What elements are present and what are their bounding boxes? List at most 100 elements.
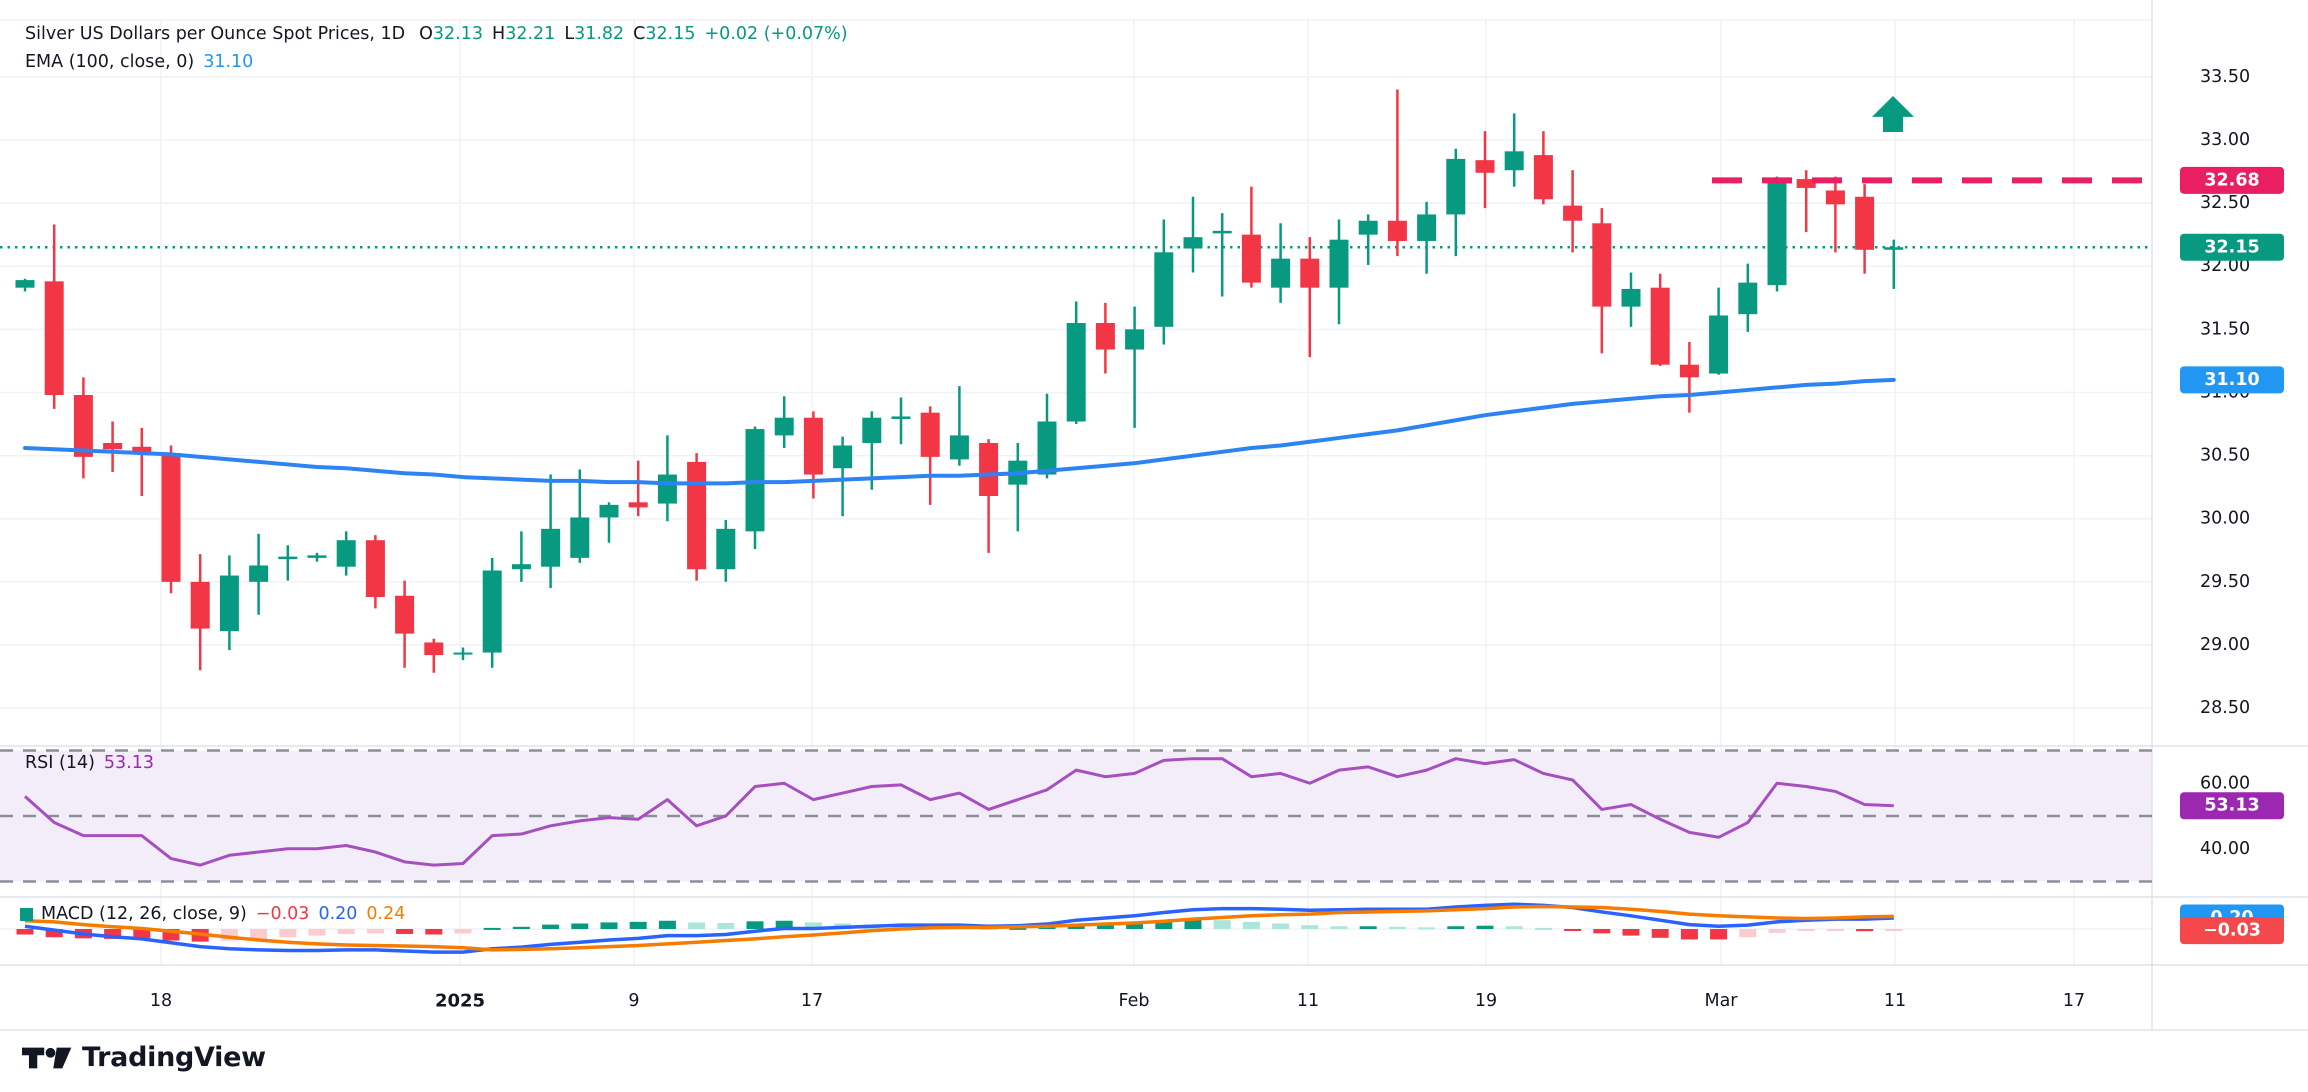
macd-histogram-bar: [250, 929, 268, 939]
price-badge-text: 32.15: [2204, 237, 2259, 257]
candle-down: [161, 453, 181, 582]
macd-histogram-bar: [600, 922, 618, 929]
macd-histogram-bar: [1680, 929, 1698, 940]
candle-up: [716, 528, 736, 570]
high-label: H: [492, 24, 506, 44]
rsi-legend: RSI (14) 53.13: [25, 753, 154, 773]
candle-down: [1592, 223, 1612, 307]
candle-up: [278, 556, 298, 560]
candle-down: [1563, 205, 1583, 221]
macd-legend: MACD (12, 26, close, 9) −0.03 0.20 0.24: [20, 904, 405, 924]
macd-histogram-bar: [1418, 927, 1436, 930]
candle-up: [1154, 252, 1174, 327]
ema-legend: EMA (100, close, 0) 31.10: [25, 52, 253, 72]
candle-down: [1855, 196, 1875, 250]
macd-histogram-bar: [1359, 926, 1377, 929]
macd-histogram-bar: [104, 929, 122, 939]
candle-up: [657, 474, 677, 504]
candle-up: [1271, 258, 1291, 288]
macd-histogram-bar: [542, 924, 560, 929]
candle-down: [73, 394, 93, 457]
macd-histogram-bar: [1768, 929, 1786, 933]
candle-up: [1183, 237, 1203, 249]
candle-down: [920, 412, 940, 457]
macd-histogram-bar: [1797, 929, 1815, 931]
candle-down: [44, 281, 64, 395]
candle-up: [1329, 239, 1349, 288]
tradingview-logo[interactable]: TradingView: [22, 1042, 266, 1073]
macd-line: [24, 902, 1894, 954]
ema-line: [23, 377, 1896, 486]
macd-hist-badge-text: −0.03: [2203, 921, 2261, 941]
high-value: 32.21: [505, 24, 556, 44]
time-tick-label: Mar: [1704, 991, 1738, 1011]
macd-histogram-bar: [483, 927, 501, 930]
price-tick-label: 28.50: [2200, 698, 2250, 718]
candle-down: [395, 595, 415, 634]
macd-histogram-bar: [220, 929, 238, 941]
macd-signal-line: [24, 904, 1894, 952]
time-tick-label: 19: [1475, 991, 1497, 1011]
candle-down: [1300, 258, 1320, 288]
rsi-value: 53.13: [103, 753, 155, 773]
candle-down: [687, 461, 707, 570]
macd-histogram-bar: [1534, 927, 1552, 930]
macd-histogram-bar: [892, 925, 910, 929]
candle-up: [1446, 158, 1466, 215]
candle-up: [336, 540, 356, 567]
macd-histogram-bar: [396, 929, 414, 934]
change-value: +0.02 (+0.07%): [704, 24, 848, 44]
candle-up: [15, 280, 35, 288]
macd-histogram-bar: [571, 923, 589, 929]
candle-up: [1621, 288, 1641, 307]
low-value: 31.82: [574, 24, 625, 44]
price-badge-text: 32.68: [2204, 170, 2259, 190]
macd-histogram-bar: [1856, 929, 1874, 932]
macd-histogram-bar: [1476, 925, 1494, 929]
macd-histogram-bar: [1447, 926, 1465, 929]
candle-up: [774, 417, 794, 436]
rsi-band: [0, 750, 2152, 882]
macd-histogram-bar: [337, 929, 355, 934]
macd-histogram-bar: [775, 920, 793, 929]
candle-up: [1884, 247, 1904, 250]
time-tick-label: 18: [150, 991, 172, 1011]
time-tick-label: 17: [801, 991, 823, 1011]
candle-down: [628, 502, 648, 508]
candle-down: [424, 642, 444, 656]
candle-down: [1679, 364, 1699, 378]
candle-up: [1504, 151, 1524, 171]
rsi-tick-label: 60.00: [2200, 773, 2250, 793]
macd-histogram-bar: [1184, 919, 1202, 929]
candle-down: [1796, 179, 1816, 188]
macd-histogram-bar: [1301, 925, 1319, 929]
price-badge: [2180, 366, 2284, 394]
macd-histogram-bar: [1009, 927, 1027, 930]
macd-histogram-bar: [1885, 929, 1903, 931]
macd-icon: [20, 907, 33, 921]
macd-histogram-bar: [454, 929, 472, 934]
time-tick-label: 11: [1297, 991, 1319, 1011]
candle-up: [862, 417, 882, 443]
macd-histogram-bar: [162, 929, 180, 941]
macd-histogram-bar: [717, 922, 735, 929]
macd-histogram-bar: [1096, 922, 1114, 929]
macd-histogram-bar: [1272, 923, 1290, 929]
macd-histogram-bar: [133, 929, 151, 940]
time-tick-label: 2025: [435, 991, 485, 1012]
candle-down: [365, 540, 385, 598]
rsi-value-badge: [2180, 792, 2284, 820]
candle-up: [219, 575, 239, 632]
price-tick-label: 30.50: [2200, 446, 2250, 466]
candle-up: [249, 565, 269, 582]
candle-down: [103, 442, 123, 450]
candle-up: [482, 570, 502, 653]
macd-histogram-bar: [425, 929, 443, 935]
candle-up: [1066, 323, 1086, 422]
time-tick-label: 9: [628, 991, 639, 1011]
close-label: C: [633, 24, 646, 44]
macd-hist-value: −0.03: [255, 904, 310, 924]
candle-up: [1738, 282, 1758, 315]
